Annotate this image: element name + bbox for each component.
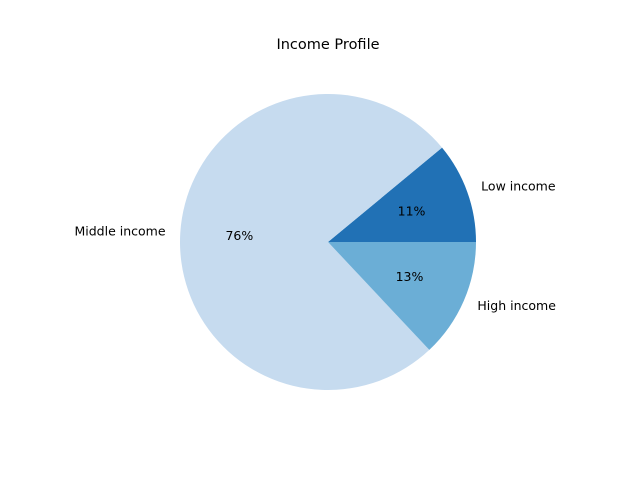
pie-slice-low-income (328, 147, 476, 242)
pie-slices (180, 94, 476, 390)
percent-label-low-income: 11% (398, 203, 426, 218)
chart-title: Income Profile (276, 37, 379, 53)
pie-slice-high-income (328, 242, 476, 350)
slice-label-high-income: High income (477, 298, 556, 313)
slice-label-middle-income: Middle income (74, 223, 165, 238)
slice-label-low-income: Low income (481, 178, 556, 193)
percent-label-high-income: 13% (396, 269, 424, 284)
pie-labels: Low income 11% Middle income 76% High income… (74, 178, 556, 313)
percent-label-middle-income: 76% (225, 228, 253, 243)
pie-slice-middle-income (180, 94, 443, 390)
